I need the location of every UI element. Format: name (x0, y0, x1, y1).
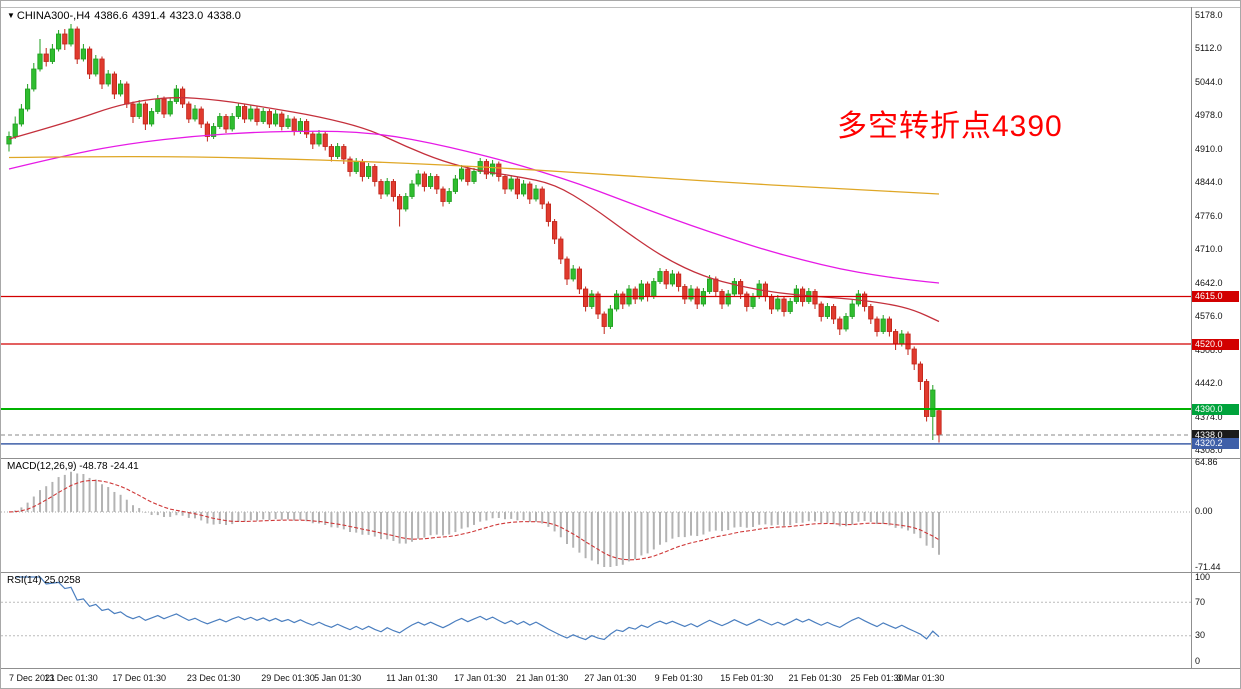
time-axis-label: 21 Jan 01:30 (516, 673, 569, 683)
macd-tick-label: 0.00 (1195, 506, 1213, 517)
time-axis-label: 3 Mar 01:30 (896, 673, 945, 683)
rsi-tick-label: 0 (1195, 655, 1201, 666)
ma-line-mid (8, 130, 940, 284)
time-axis-label: 17 Jan 01:30 (454, 673, 507, 683)
price-tick-label: 4710.0 (1195, 243, 1223, 254)
time-axis-label: 17 Dec 01:30 (112, 673, 166, 683)
macd-signal-line (8, 479, 940, 561)
price-badge-4520.0: 4520.0 (1192, 338, 1239, 350)
collapse-icon[interactable]: ▼ (7, 11, 15, 20)
price-tick-label: 4776.0 (1195, 210, 1223, 221)
time-axis-label: 21 Feb 01:30 (788, 673, 842, 683)
rsi-tick-label: 100 (1195, 571, 1211, 582)
time-axis-label: 15 Feb 01:30 (720, 673, 774, 683)
price-badge-4615.0: 4615.0 (1192, 291, 1239, 302)
ohlc-high-value: 4391.4 (131, 10, 166, 22)
time-axis-label: 5 Jan 01:30 (314, 673, 362, 683)
time-axis-label: 9 Feb 01:30 (654, 673, 703, 683)
annotation-text-object[interactable]: 多空转折点4390 (837, 110, 1063, 143)
price-tick-label: 4978.0 (1195, 109, 1223, 120)
time-axis-label: 13 Dec 01:30 (44, 673, 98, 683)
price-badge-4390.0: 4390.0 (1192, 403, 1239, 415)
ohlc-low-value: 4323.0 (169, 10, 204, 22)
price-tick-label: 4576.0 (1195, 310, 1223, 321)
time-axis-label: 27 Jan 01:30 (584, 673, 637, 683)
rsi-indicator-label: RSI(14) 25.0258 (7, 575, 81, 586)
price-tick-label: 4642.0 (1195, 277, 1223, 288)
price-tick-label: 5112.0 (1195, 42, 1222, 53)
time-axis-label: 25 Feb 01:30 (850, 673, 904, 683)
macd-histogram (14, 471, 940, 567)
candlestick-series (6, 24, 942, 443)
macd-tick-label: -71.44 (1195, 561, 1221, 572)
ohlc-close-value: 4338.0 (207, 10, 241, 22)
rsi-tick-label: 70 (1195, 596, 1206, 607)
price-tick-label: 4910.0 (1195, 143, 1223, 154)
rsi-line (15, 576, 940, 641)
time-axis-label: 11 Jan 01:30 (386, 673, 438, 683)
price-tick-label: 4508.0 (1195, 344, 1223, 355)
time-axis-label: 23 Dec 01:30 (186, 673, 241, 683)
ohlc-open-value: 4386.6 (94, 10, 128, 22)
price-tick-label: 4844.0 (1195, 176, 1223, 187)
ma-line-slow (8, 155, 940, 195)
time-axis-label: 7 Dec 2021 (9, 673, 56, 683)
price-tick-label: 4308.0 (1195, 444, 1223, 455)
chart-title: ▼ CHINA300-,H4 4386.6 4391.4 4323.0 4338.0 (7, 10, 245, 22)
price-badge-4338.0: 4338.0 (1192, 429, 1239, 441)
price-tick-label: 5178.0 (1195, 9, 1223, 20)
macd-indicator-label: MACD(12,26,9) -48.78 -24.41 (7, 461, 139, 472)
price-badge-4320.2: 4320.2 (1192, 438, 1239, 450)
price-tick-label: 4442.0 (1195, 377, 1223, 388)
time-axis-label: 29 Dec 01:30 (261, 673, 315, 683)
ma-line-fast (8, 97, 940, 323)
chart-symbol-label: CHINA300-,H4 (16, 10, 91, 22)
price-tick-label: 4374.0 (1195, 411, 1223, 422)
macd-tick-label: 64.86 (1195, 456, 1218, 467)
price-tick-label: 5044.0 (1195, 76, 1223, 87)
rsi-tick-label: 30 (1195, 630, 1206, 641)
